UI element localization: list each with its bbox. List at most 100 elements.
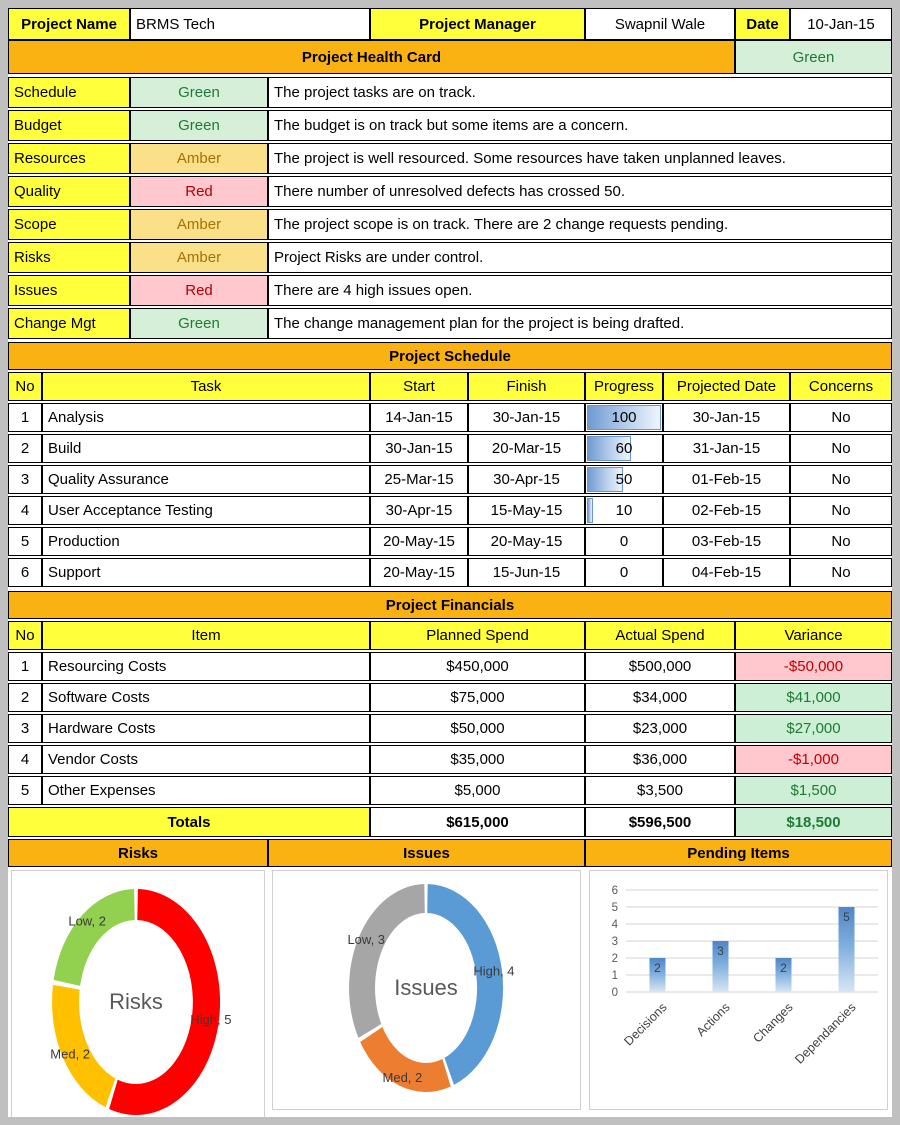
task-finish[interactable]: 30-Apr-15: [468, 465, 585, 494]
task-projected-date[interactable]: 03-Feb-15: [663, 527, 790, 556]
item-planned[interactable]: $50,000: [370, 714, 585, 743]
health-status-cell[interactable]: Red: [130, 176, 268, 207]
task-concerns[interactable]: No: [790, 558, 892, 587]
totals-planned[interactable]: $615,000: [370, 807, 585, 837]
item-planned[interactable]: $5,000: [370, 776, 585, 805]
task-no[interactable]: 6: [8, 558, 42, 587]
item-name[interactable]: Software Costs: [42, 683, 370, 712]
task-name[interactable]: Quality Assurance: [42, 465, 370, 494]
task-finish[interactable]: 15-May-15: [468, 496, 585, 525]
task-projected-date[interactable]: 02-Feb-15: [663, 496, 790, 525]
task-finish[interactable]: 20-May-15: [468, 527, 585, 556]
task-start[interactable]: 30-Apr-15: [370, 496, 468, 525]
date-value[interactable]: 10-Jan-15: [790, 8, 892, 40]
health-description-cell[interactable]: The project is well resourced. Some reso…: [268, 143, 892, 174]
progress-value: 50: [615, 471, 633, 488]
task-progress-cell[interactable]: 100: [585, 403, 663, 432]
task-concerns[interactable]: No: [790, 403, 892, 432]
item-no[interactable]: 2: [8, 683, 42, 712]
financial-row: 3 Hardware Costs $50,000 $23,000 $27,000: [8, 714, 892, 743]
task-projected-date[interactable]: 04-Feb-15: [663, 558, 790, 587]
item-name[interactable]: Resourcing Costs: [42, 652, 370, 681]
task-progress-cell[interactable]: 10: [585, 496, 663, 525]
task-no[interactable]: 4: [8, 496, 42, 525]
item-variance[interactable]: $27,000: [735, 714, 892, 743]
item-name[interactable]: Vendor Costs: [42, 745, 370, 774]
item-no[interactable]: 3: [8, 714, 42, 743]
task-progress-cell[interactable]: 50: [585, 465, 663, 494]
task-name[interactable]: User Acceptance Testing: [42, 496, 370, 525]
col-item: Item: [42, 621, 370, 650]
svg-text:Med, 2: Med, 2: [383, 1070, 423, 1085]
item-variance[interactable]: $41,000: [735, 683, 892, 712]
item-actual[interactable]: $36,000: [585, 745, 735, 774]
project-name-value[interactable]: BRMS Tech: [130, 8, 370, 40]
task-name[interactable]: Support: [42, 558, 370, 587]
item-variance[interactable]: $1,500: [735, 776, 892, 805]
health-description-cell[interactable]: The budget is on track but some items ar…: [268, 110, 892, 141]
task-finish[interactable]: 20-Mar-15: [468, 434, 585, 463]
health-status-cell[interactable]: Green: [130, 110, 268, 141]
health-description-cell[interactable]: The change management plan for the proje…: [268, 308, 892, 339]
task-no[interactable]: 2: [8, 434, 42, 463]
task-concerns[interactable]: No: [790, 465, 892, 494]
task-no[interactable]: 5: [8, 527, 42, 556]
task-finish[interactable]: 30-Jan-15: [468, 403, 585, 432]
task-progress-cell[interactable]: 0: [585, 527, 663, 556]
health-description-cell[interactable]: The project scope is on track. There are…: [268, 209, 892, 240]
task-finish[interactable]: 15-Jun-15: [468, 558, 585, 587]
item-actual[interactable]: $3,500: [585, 776, 735, 805]
task-concerns[interactable]: No: [790, 527, 892, 556]
task-name[interactable]: Analysis: [42, 403, 370, 432]
col-projected-date: Projected Date: [663, 372, 790, 401]
schedule-row: 1 Analysis 14-Jan-15 30-Jan-15 100 30-Ja…: [8, 403, 892, 432]
task-no[interactable]: 3: [8, 465, 42, 494]
item-no[interactable]: 4: [8, 745, 42, 774]
health-description-cell[interactable]: Project Risks are under control.: [268, 242, 892, 273]
health-status-cell[interactable]: Amber: [130, 242, 268, 273]
col-concerns: Concerns: [790, 372, 892, 401]
task-start[interactable]: 25-Mar-15: [370, 465, 468, 494]
task-projected-date[interactable]: 01-Feb-15: [663, 465, 790, 494]
item-name[interactable]: Other Expenses: [42, 776, 370, 805]
item-actual[interactable]: $23,000: [585, 714, 735, 743]
task-no[interactable]: 1: [8, 403, 42, 432]
task-progress-cell[interactable]: 0: [585, 558, 663, 587]
health-status-cell[interactable]: Green: [130, 77, 268, 108]
task-progress-cell[interactable]: 60: [585, 434, 663, 463]
totals-variance[interactable]: $18,500: [735, 807, 892, 837]
totals-actual[interactable]: $596,500: [585, 807, 735, 837]
task-name[interactable]: Build: [42, 434, 370, 463]
item-no[interactable]: 1: [8, 652, 42, 681]
financials-header-row: No Item Planned Spend Actual Spend Varia…: [8, 621, 892, 650]
project-manager-value[interactable]: Swapnil Wale: [585, 8, 735, 40]
health-status-cell[interactable]: Amber: [130, 209, 268, 240]
item-planned[interactable]: $450,000: [370, 652, 585, 681]
task-concerns[interactable]: No: [790, 496, 892, 525]
task-start[interactable]: 30-Jan-15: [370, 434, 468, 463]
item-variance[interactable]: -$1,000: [735, 745, 892, 774]
health-description-cell[interactable]: There number of unresolved defects has c…: [268, 176, 892, 207]
item-no[interactable]: 5: [8, 776, 42, 805]
health-status-cell[interactable]: Green: [130, 308, 268, 339]
task-name[interactable]: Production: [42, 527, 370, 556]
health-status-cell[interactable]: Red: [130, 275, 268, 306]
item-planned[interactable]: $75,000: [370, 683, 585, 712]
item-actual[interactable]: $34,000: [585, 683, 735, 712]
task-projected-date[interactable]: 30-Jan-15: [663, 403, 790, 432]
progress-value: 0: [619, 533, 629, 550]
item-name[interactable]: Hardware Costs: [42, 714, 370, 743]
item-planned[interactable]: $35,000: [370, 745, 585, 774]
task-start[interactable]: 14-Jan-15: [370, 403, 468, 432]
item-variance[interactable]: -$50,000: [735, 652, 892, 681]
item-actual[interactable]: $500,000: [585, 652, 735, 681]
task-projected-date[interactable]: 31-Jan-15: [663, 434, 790, 463]
overall-status-cell[interactable]: Green: [735, 40, 892, 74]
task-start[interactable]: 20-May-15: [370, 527, 468, 556]
health-description-cell[interactable]: There are 4 high issues open.: [268, 275, 892, 306]
task-concerns[interactable]: No: [790, 434, 892, 463]
task-start[interactable]: 20-May-15: [370, 558, 468, 587]
svg-text:Med, 2: Med, 2: [50, 1047, 90, 1062]
health-description-cell[interactable]: The project tasks are on track.: [268, 77, 892, 108]
health-status-cell[interactable]: Amber: [130, 143, 268, 174]
